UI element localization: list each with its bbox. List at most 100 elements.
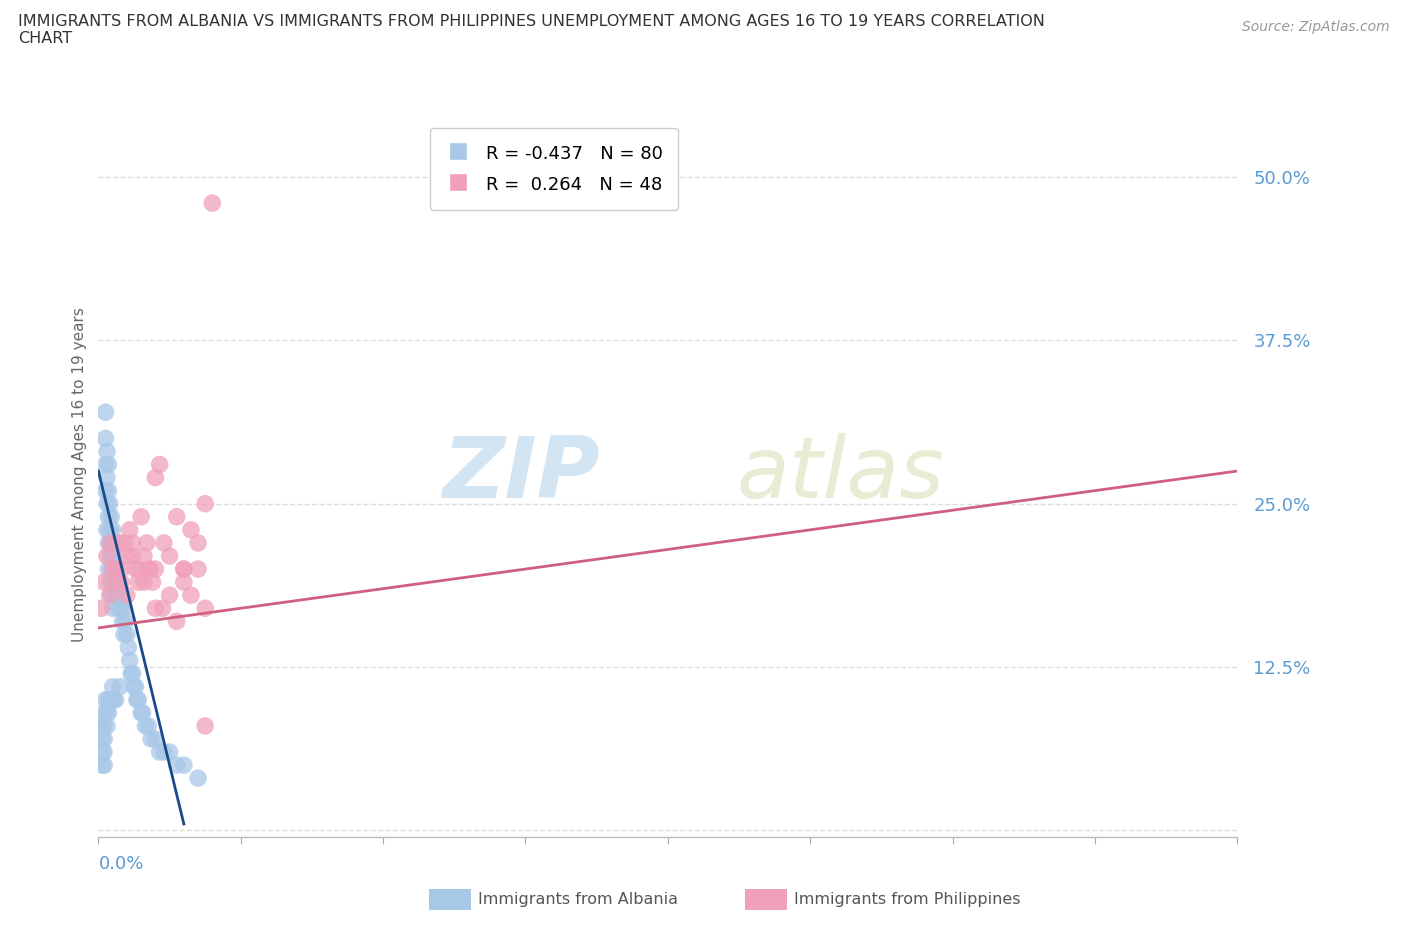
- Point: [90, 719, 112, 734]
- Point: [98, 523, 121, 538]
- Point: [103, 536, 125, 551]
- Text: IMMIGRANTS FROM ALBANIA VS IMMIGRANTS FROM PHILIPPINES UNEMPLOYMENT AMONG AGES 1: IMMIGRANTS FROM ALBANIA VS IMMIGRANTS FR…: [18, 14, 1045, 46]
- Point: [173, 758, 195, 773]
- Point: [114, 614, 136, 629]
- Point: [131, 705, 153, 720]
- Point: [104, 575, 127, 590]
- Text: Source: ZipAtlas.com: Source: ZipAtlas.com: [1241, 20, 1389, 34]
- Point: [100, 562, 122, 577]
- Text: 0.0%: 0.0%: [98, 856, 143, 873]
- Point: [105, 588, 128, 603]
- Point: [121, 549, 143, 564]
- Point: [100, 692, 122, 707]
- Point: [187, 771, 209, 786]
- Point: [132, 575, 155, 590]
- Point: [93, 732, 115, 747]
- Point: [100, 588, 122, 603]
- Point: [96, 444, 118, 458]
- Point: [97, 562, 120, 577]
- Point: [97, 510, 120, 525]
- Point: [93, 758, 115, 773]
- Point: [98, 549, 121, 564]
- Point: [94, 431, 117, 445]
- Point: [145, 732, 167, 747]
- Text: atlas: atlas: [737, 432, 945, 516]
- Point: [127, 575, 149, 590]
- Point: [110, 575, 132, 590]
- Point: [180, 523, 202, 538]
- Point: [103, 692, 125, 707]
- Point: [94, 484, 117, 498]
- Point: [104, 575, 127, 590]
- Point: [173, 562, 195, 577]
- Point: [94, 457, 117, 472]
- Point: [138, 562, 160, 577]
- Point: [134, 719, 156, 734]
- Point: [129, 705, 152, 720]
- Point: [120, 666, 142, 681]
- Point: [166, 614, 188, 629]
- Point: [201, 195, 224, 210]
- Point: [96, 497, 118, 512]
- Point: [121, 666, 143, 681]
- Point: [124, 562, 146, 577]
- Point: [93, 719, 115, 734]
- Point: [108, 588, 131, 603]
- Point: [98, 536, 121, 551]
- Point: [97, 536, 120, 551]
- Point: [103, 562, 125, 577]
- Point: [135, 536, 157, 551]
- Point: [98, 497, 121, 512]
- Point: [97, 692, 120, 707]
- Point: [122, 679, 145, 694]
- Point: [187, 562, 209, 577]
- Point: [101, 575, 124, 590]
- Point: [101, 601, 124, 616]
- Point: [118, 523, 141, 538]
- Point: [94, 692, 117, 707]
- Point: [97, 705, 120, 720]
- Point: [110, 562, 132, 577]
- Point: [91, 758, 114, 773]
- Point: [100, 536, 122, 551]
- Point: [101, 549, 124, 564]
- Point: [149, 745, 172, 760]
- Point: [94, 405, 117, 419]
- Point: [91, 745, 114, 760]
- Point: [187, 536, 209, 551]
- Point: [112, 627, 135, 642]
- Point: [127, 562, 149, 577]
- Point: [101, 523, 124, 538]
- Text: ZIP: ZIP: [441, 432, 599, 516]
- Point: [90, 601, 112, 616]
- Point: [96, 471, 118, 485]
- Point: [159, 549, 181, 564]
- Point: [93, 705, 115, 720]
- Point: [97, 457, 120, 472]
- Point: [153, 536, 176, 551]
- Point: [145, 471, 167, 485]
- Point: [107, 575, 129, 590]
- Point: [96, 523, 118, 538]
- Text: Immigrants from Albania: Immigrants from Albania: [478, 892, 678, 907]
- Point: [194, 719, 217, 734]
- Point: [194, 601, 217, 616]
- Point: [96, 549, 118, 564]
- Point: [138, 562, 160, 577]
- Point: [104, 692, 127, 707]
- Point: [93, 745, 115, 760]
- Point: [91, 732, 114, 747]
- Point: [145, 562, 167, 577]
- Point: [101, 562, 124, 577]
- Point: [115, 549, 138, 564]
- Point: [118, 653, 141, 668]
- Point: [152, 601, 174, 616]
- Point: [108, 679, 131, 694]
- Point: [98, 692, 121, 707]
- Point: [125, 692, 148, 707]
- Point: [104, 549, 127, 564]
- Point: [149, 457, 172, 472]
- Y-axis label: Unemployment Among Ages 16 to 19 years: Unemployment Among Ages 16 to 19 years: [72, 307, 87, 642]
- Text: Immigrants from Philippines: Immigrants from Philippines: [794, 892, 1021, 907]
- Point: [96, 705, 118, 720]
